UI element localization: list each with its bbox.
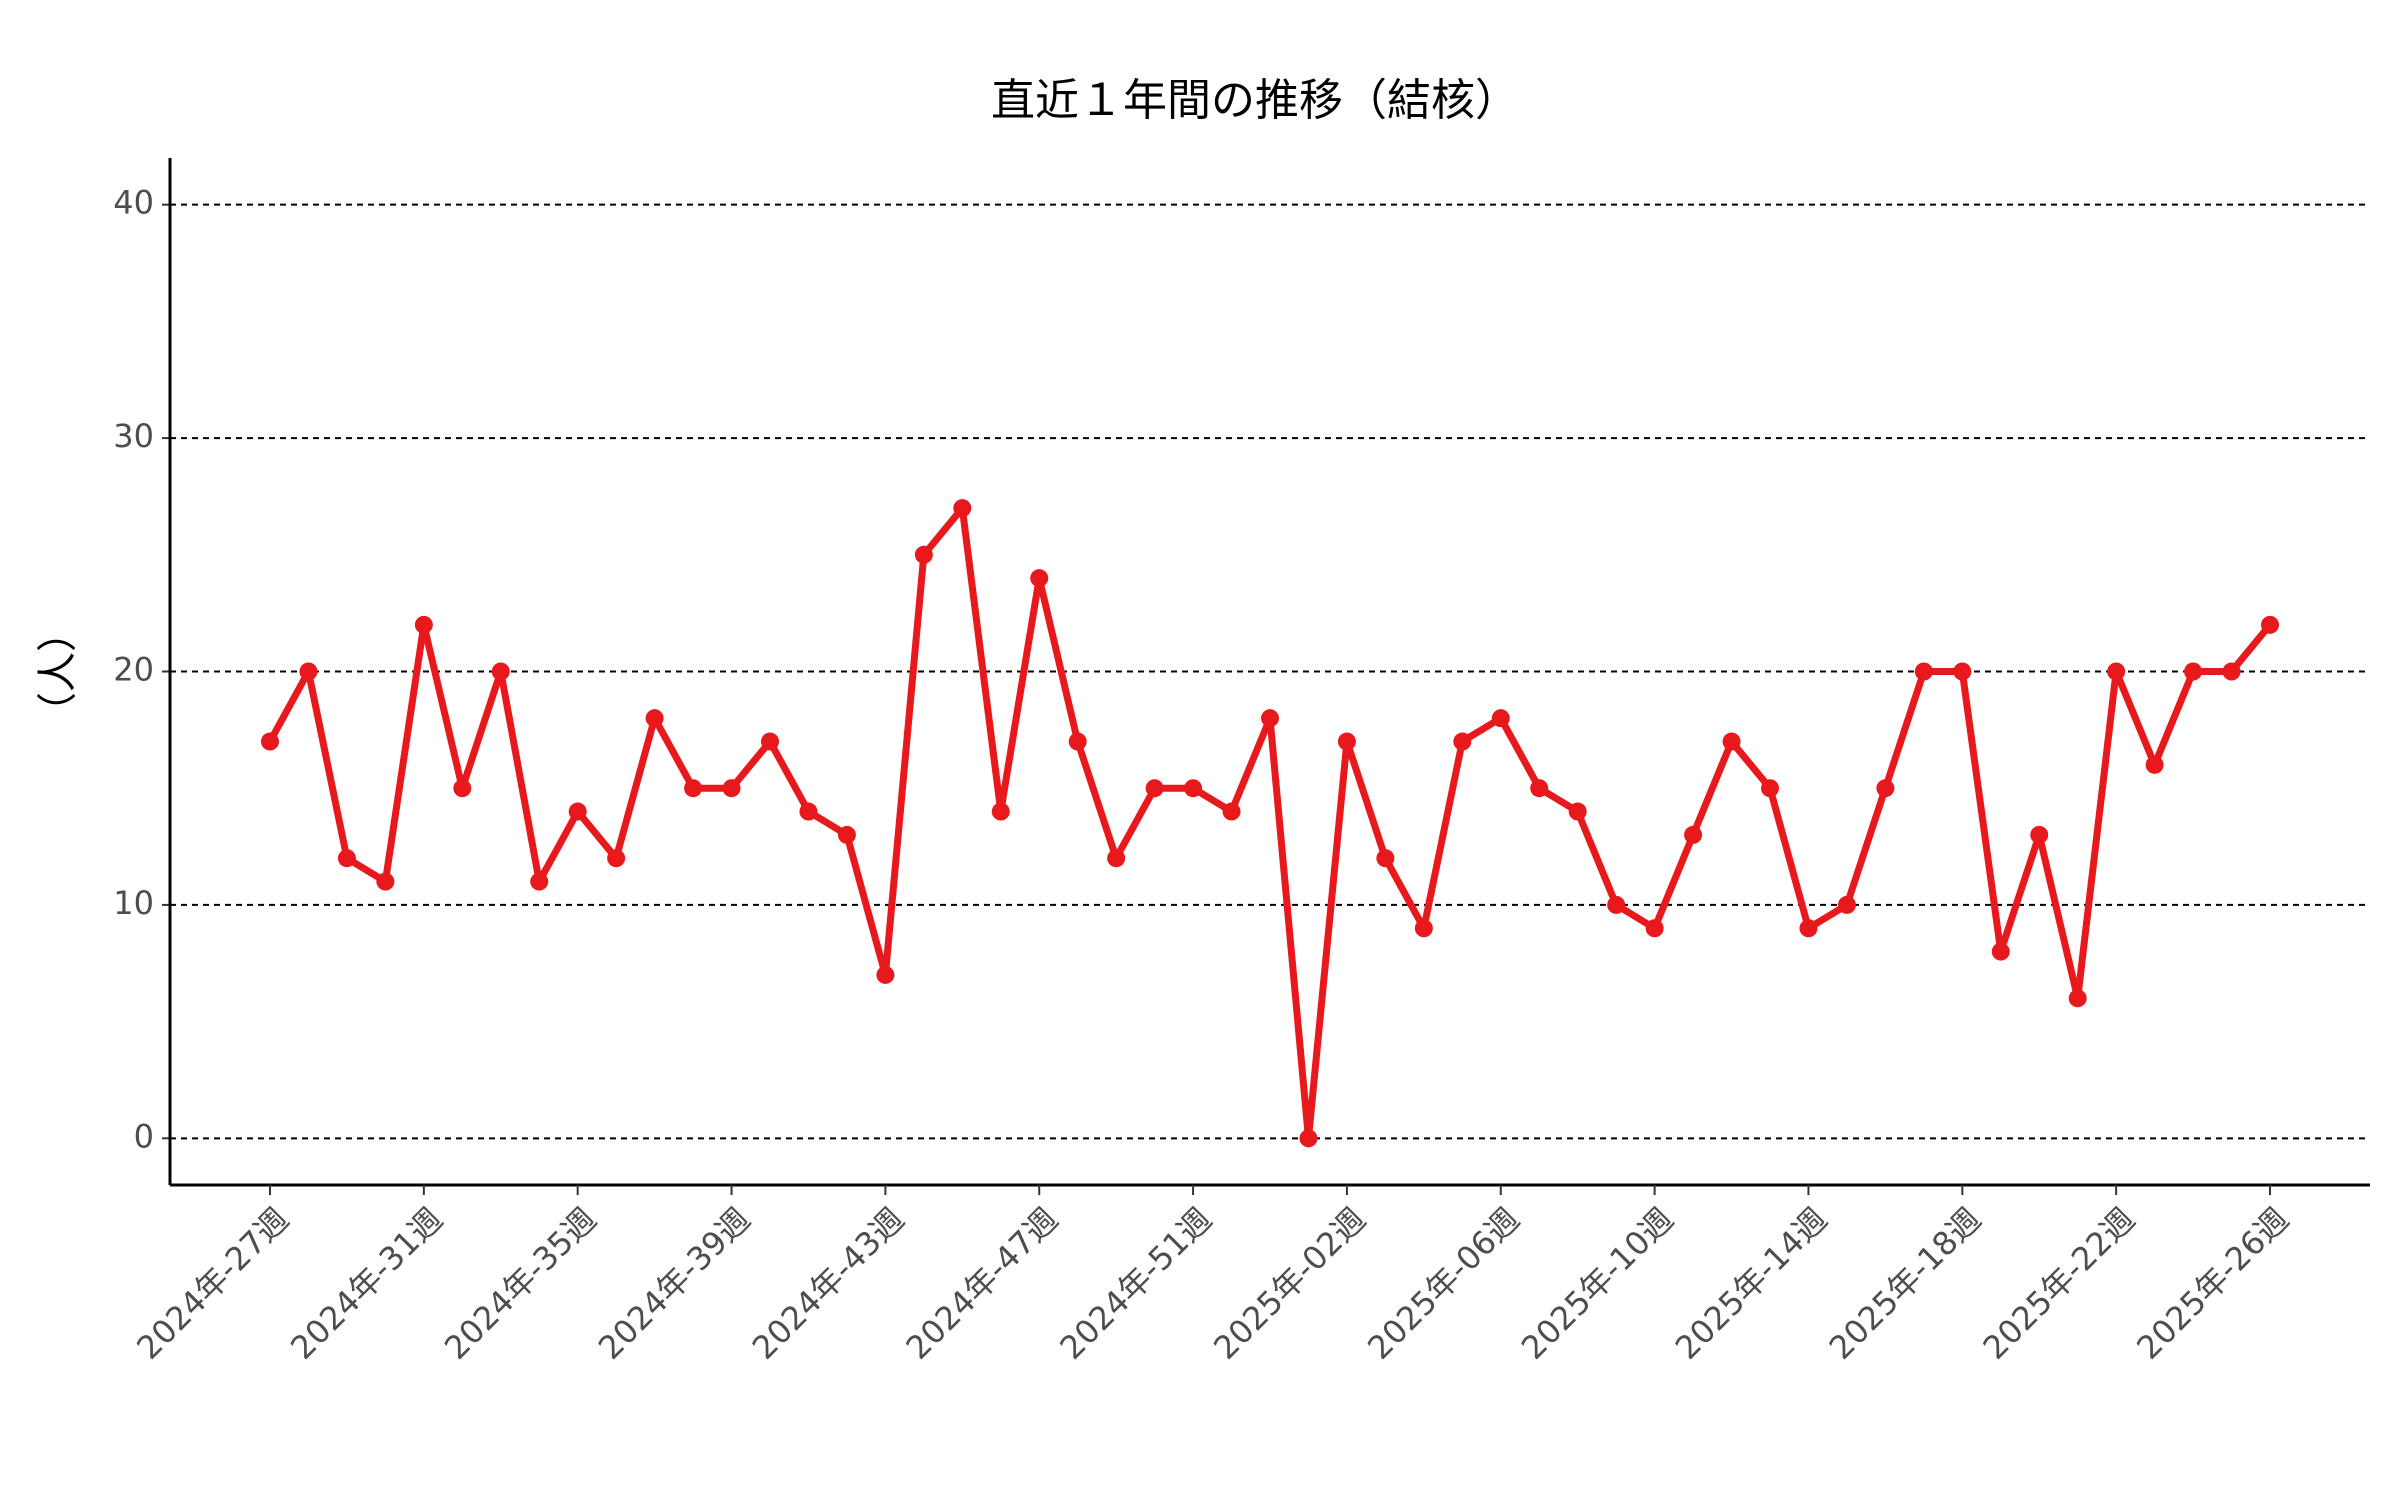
- data-point: [1414, 919, 1433, 938]
- data-point: [1107, 849, 1126, 868]
- data-point: [2145, 755, 2164, 774]
- y-tick-label: 40: [113, 184, 154, 222]
- data-point: [453, 779, 472, 798]
- data-point: [1491, 709, 1510, 728]
- y-tick-label: 20: [113, 651, 154, 689]
- data-point: [1722, 732, 1741, 751]
- data-point: [2222, 662, 2241, 681]
- data-point: [1337, 732, 1356, 751]
- y-tick-label: 10: [113, 884, 154, 922]
- data-point: [1261, 709, 1279, 728]
- data-point: [953, 499, 972, 518]
- data-point: [568, 802, 587, 821]
- data-point: [1030, 569, 1049, 588]
- data-point: [1530, 779, 1549, 798]
- data-point: [645, 709, 664, 728]
- data-point: [914, 545, 933, 564]
- data-point: [1222, 802, 1241, 821]
- data-point: [337, 849, 356, 868]
- data-point: [837, 825, 856, 844]
- data-point: [1453, 732, 1472, 751]
- y-tick-label: 30: [113, 417, 154, 455]
- data-point: [261, 732, 279, 751]
- data-point: [2030, 825, 2049, 844]
- data-point: [1145, 779, 1164, 798]
- y-axis-label: （人）: [35, 612, 81, 732]
- data-point: [761, 732, 779, 751]
- data-point: [1568, 802, 1587, 821]
- data-point: [1184, 779, 1203, 798]
- data-point: [2184, 662, 2203, 681]
- data-point: [2107, 662, 2126, 681]
- data-point: [1914, 662, 1933, 681]
- data-point: [684, 779, 703, 798]
- data-point: [376, 872, 395, 891]
- data-point: [799, 802, 818, 821]
- data-point: [991, 802, 1010, 821]
- data-point: [722, 779, 741, 798]
- data-point: [530, 872, 549, 891]
- y-tick-label: 0: [134, 1117, 154, 1155]
- data-point: [1376, 849, 1395, 868]
- data-point: [1991, 942, 2010, 961]
- data-point: [1645, 919, 1664, 938]
- data-point: [1953, 662, 1972, 681]
- data-point: [1761, 779, 1779, 798]
- data-point: [876, 965, 895, 984]
- data-point: [2068, 989, 2087, 1008]
- data-point: [1607, 895, 1626, 914]
- data-point: [1068, 732, 1087, 751]
- data-point: [414, 615, 433, 634]
- data-point: [299, 662, 318, 681]
- data-point: [607, 849, 626, 868]
- data-point: [1799, 919, 1818, 938]
- data-point: [2261, 615, 2279, 634]
- data-point: [491, 662, 510, 681]
- data-point: [1684, 825, 1703, 844]
- data-point: [1837, 895, 1856, 914]
- data-point: [1299, 1129, 1318, 1148]
- chart-title: 直近１年間の推移（結核）: [991, 75, 1519, 126]
- data-point: [1876, 779, 1895, 798]
